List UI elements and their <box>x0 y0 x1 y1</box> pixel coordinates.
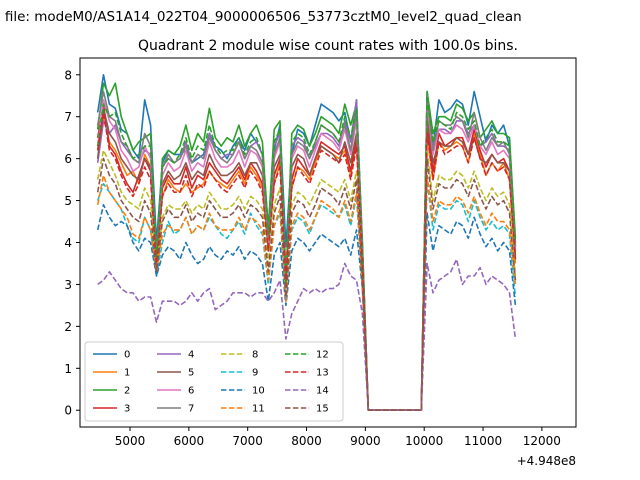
series-line-15 <box>96 157 517 412</box>
x-tick-label: 12000 <box>523 434 561 448</box>
x-tick-label: 7000 <box>232 434 263 448</box>
x-tick-label: 6000 <box>174 434 205 448</box>
legend-label: 4 <box>188 350 194 361</box>
series-line-10 <box>96 204 517 412</box>
legend-label: 15 <box>316 404 329 415</box>
x-tick-label: 10000 <box>405 434 443 448</box>
y-tick-label: 5 <box>64 194 72 208</box>
legend-label: 7 <box>188 404 194 415</box>
legend-label: 6 <box>188 386 194 397</box>
legend-label: 13 <box>316 368 329 379</box>
legend-label: 0 <box>124 350 130 361</box>
x-tick-label: 11000 <box>464 434 502 448</box>
legend-label: 12 <box>316 350 329 361</box>
x-tick-label: 5000 <box>115 434 146 448</box>
legend-label: 3 <box>124 404 130 415</box>
legend-label: 8 <box>252 350 258 361</box>
legend-label: 9 <box>252 368 258 379</box>
x-axis: 5000 6000 7000 8000 9000 10000 11000 12000 <box>115 427 561 448</box>
series-line-14 <box>97 258 517 412</box>
legend-label: 10 <box>252 386 265 397</box>
y-tick-label: 6 <box>64 152 72 166</box>
legend-label: 2 <box>124 386 130 397</box>
chart-title: Quadrant 2 module wise count rates with … <box>138 38 518 54</box>
series-line-13 <box>96 111 517 412</box>
series-line-9 <box>96 178 517 412</box>
series-layer <box>96 74 517 412</box>
x-tick-label: 8000 <box>291 434 322 448</box>
y-tick-label: 2 <box>64 320 72 334</box>
legend-label: 5 <box>188 368 194 379</box>
series-line-5 <box>96 107 517 412</box>
y-tick-label: 8 <box>64 68 72 82</box>
legend-box <box>84 341 344 422</box>
series-line-8 <box>96 149 517 412</box>
figure-suptitle: n file: modeM0/AS1A14_022T04_9000006506_… <box>0 9 522 25</box>
series-line-11 <box>96 174 517 412</box>
x-tick-label: 9000 <box>350 434 381 448</box>
x-offset-label: +4.948e8 <box>517 454 576 468</box>
series-line-6 <box>96 99 517 412</box>
y-tick-label: 3 <box>64 278 72 292</box>
series-line-1 <box>96 115 517 412</box>
legend-label: 11 <box>252 404 265 415</box>
y-tick-label: 1 <box>64 362 72 376</box>
series-line-2 <box>96 82 517 412</box>
y-tick-label: 4 <box>64 236 72 250</box>
y-axis: 0 1 2 3 4 5 6 7 8 <box>64 68 80 418</box>
legend-label: 14 <box>316 386 329 397</box>
series-line-12 <box>96 94 517 412</box>
legend-label: 1 <box>124 368 130 379</box>
y-tick-label: 0 <box>64 404 72 418</box>
y-tick-label: 7 <box>64 110 72 124</box>
